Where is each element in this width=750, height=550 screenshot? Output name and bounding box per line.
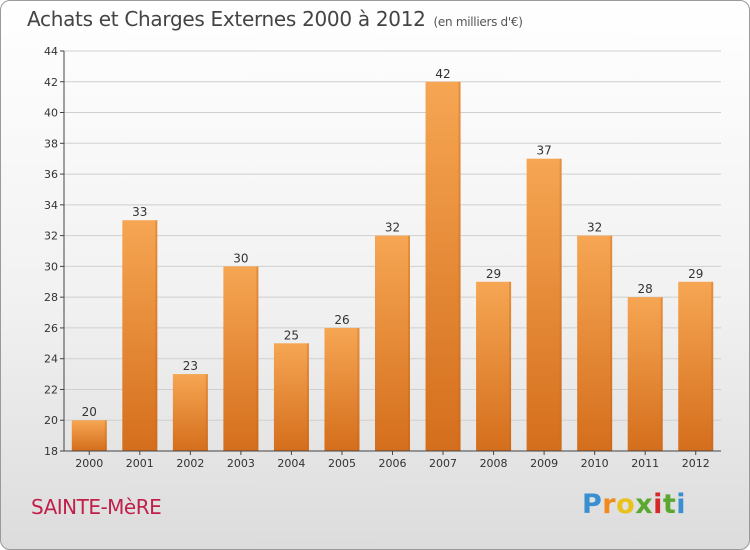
chart-title-block: Achats et Charges Externes 2000 à 2012 (e… — [27, 7, 523, 31]
x-tick-label: 2006 — [379, 457, 407, 470]
x-tick-label: 2008 — [480, 457, 508, 470]
logo-letter: P — [582, 489, 603, 520]
bar — [425, 81, 461, 452]
bar-value-label: 26 — [334, 313, 349, 327]
bar-edge — [610, 235, 613, 451]
bar-value-label: 42 — [435, 67, 450, 81]
labels: 20 33 23 30 25 26 32 42 29 37 32 28 29 — [82, 67, 704, 419]
bar — [375, 235, 410, 451]
chart-unit: (en milliers d'€) — [433, 15, 523, 29]
y-tick-label: 44 — [44, 45, 58, 58]
x-tick-label: 2010 — [581, 457, 609, 470]
bar-edge — [205, 374, 208, 451]
bar-value-label: 28 — [638, 282, 653, 296]
bar-edge — [155, 220, 158, 451]
x-tick-label: 2012 — [682, 457, 710, 470]
bar-value-label: 32 — [385, 221, 400, 235]
bar-edge — [408, 235, 410, 451]
bar-edge — [509, 281, 512, 451]
x-tick-label: 2005 — [328, 457, 356, 470]
place-name: SAINTE-MèRE — [31, 495, 162, 519]
logo-letter: o — [616, 489, 636, 520]
bar-value-label: 30 — [233, 251, 248, 265]
y-tick-label: 30 — [44, 260, 58, 273]
bars — [71, 81, 714, 452]
bar-value-label: 20 — [82, 405, 97, 419]
bar-value-label: 29 — [486, 267, 501, 281]
y-tick-label: 42 — [44, 76, 58, 89]
logo-letter: i — [653, 489, 663, 520]
y-tick-label: 40 — [44, 107, 58, 120]
bar — [678, 281, 714, 451]
bar — [476, 281, 512, 451]
x-tick-label: 2000 — [75, 457, 103, 470]
x-tick-label: 2002 — [176, 457, 204, 470]
y-tick-label: 28 — [44, 291, 58, 304]
logo-letter: x — [635, 489, 654, 520]
y-tick-label: 26 — [44, 322, 58, 335]
y-tick-label: 36 — [44, 168, 58, 181]
bar — [122, 220, 158, 451]
bar-edge — [104, 420, 107, 451]
x-tick-label: 2003 — [227, 457, 255, 470]
y-tick-label: 32 — [44, 230, 58, 243]
x-tick-label: 2009 — [530, 457, 558, 470]
bar — [627, 297, 663, 451]
bar-edge — [357, 327, 360, 451]
bar — [324, 327, 360, 451]
y-tick-label: 22 — [44, 383, 58, 396]
bar-edge — [559, 158, 562, 451]
axes: 18 20 22 24 26 28 30 32 34 36 38 40 42 44 2000 2001 2002… — [44, 45, 721, 470]
x-tick-label: 2011 — [631, 457, 659, 470]
bar-value-label: 29 — [688, 267, 703, 281]
bar-value-label: 25 — [284, 328, 299, 342]
bar-value-label: 23 — [183, 359, 198, 373]
logo-letter: t — [662, 489, 677, 520]
x-tick-label: 2007 — [429, 457, 457, 470]
y-tick-label: 24 — [44, 353, 58, 366]
y-tick-label: 18 — [44, 445, 58, 458]
bar-edge — [660, 297, 663, 451]
proxiti-logo: Proxiti — [582, 489, 686, 520]
x-tick-label: 2001 — [126, 457, 154, 470]
x-tick-label: 2004 — [277, 457, 305, 470]
bar-value-label: 32 — [587, 221, 602, 235]
bar-value-label: 37 — [536, 144, 551, 158]
bar — [273, 343, 309, 451]
y-tick-label: 38 — [44, 137, 58, 150]
bar — [526, 158, 562, 451]
bar — [577, 235, 613, 451]
bar — [71, 420, 107, 451]
bar-value-label: 33 — [132, 205, 147, 219]
logo-letter: r — [602, 489, 617, 520]
y-tick-label: 20 — [44, 414, 58, 427]
chart-title: Achats et Charges Externes 2000 à 2012 — [27, 7, 426, 31]
bar-edge — [458, 81, 461, 452]
bar-edge — [711, 281, 714, 451]
bar — [172, 374, 208, 451]
bar-edge — [256, 266, 259, 451]
bar — [223, 266, 259, 451]
logo-letter: i — [676, 489, 687, 520]
y-tick-label: 34 — [44, 199, 58, 212]
bar-edge — [306, 343, 309, 451]
